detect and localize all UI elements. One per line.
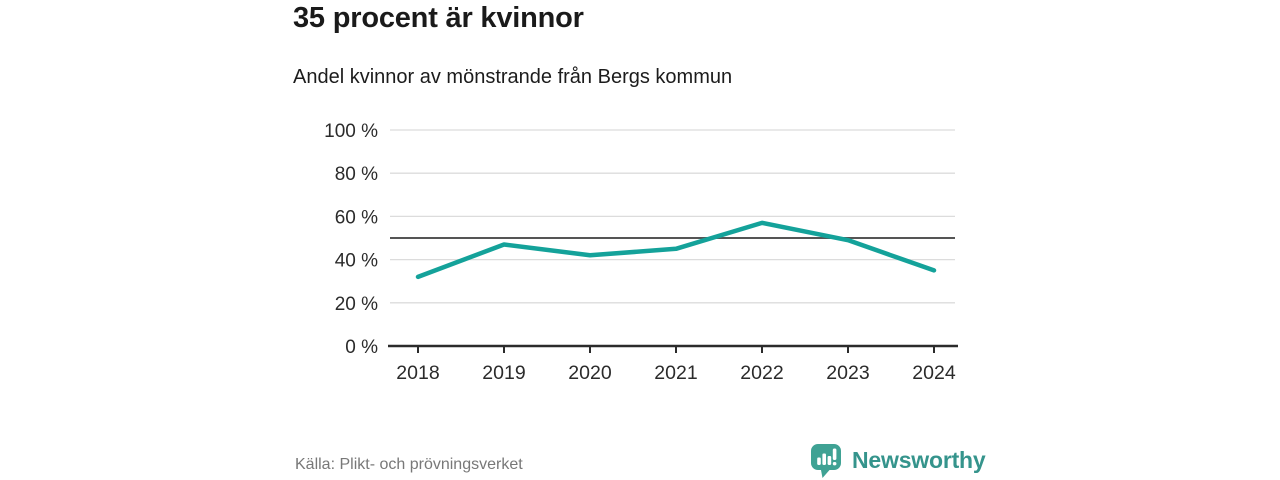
x-axis-tick-label: 2021 [654,362,697,384]
chart-title: 35 procent är kvinnor [293,2,584,34]
x-axis-tick-label: 2019 [482,362,525,384]
y-axis-tick-label: 20 % [335,294,378,315]
x-axis-tick-label: 2018 [396,362,439,384]
source-attribution: Källa: Plikt- och prövningsverket [295,456,523,473]
x-axis-tick-label: 2022 [740,362,783,384]
x-axis-tick-label: 2020 [568,362,612,384]
data-line-andel-kvinnor [415,220,937,280]
chart-subtitle: Andel kvinnor av mönstrande från Bergs k… [293,66,733,88]
y-axis-tick-label: 40 % [335,251,378,272]
newsworthy-logo-text: Newsworthy [852,447,986,473]
y-axis-tick-label: 80 % [335,164,378,185]
x-axis-tick-label: 2023 [826,362,869,384]
newsworthy-branding: Newsworthy [808,442,986,479]
y-axis-tick-label: 60 % [335,207,378,228]
x-axis-tick-label: 2024 [912,362,956,384]
y-axis-tick-label: 100 % [324,121,378,142]
newsworthy-logo-icon [811,444,841,478]
y-axis-tick-label: 0 % [345,337,378,358]
